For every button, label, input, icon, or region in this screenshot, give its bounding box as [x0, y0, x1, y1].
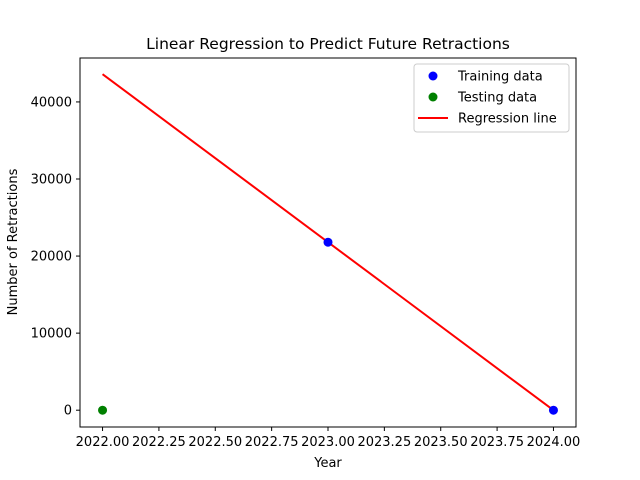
- y-tick-label: 20000: [31, 250, 72, 265]
- x-tick-label: 2022.75: [245, 435, 299, 450]
- legend: Training data Testing data Regression line: [413, 63, 570, 133]
- x-tick-label: 2024.00: [527, 435, 581, 450]
- x-tick-label: 2022.50: [188, 435, 242, 450]
- x-axis-label: Year: [313, 456, 342, 471]
- x-tick-label: 2022.25: [132, 435, 186, 450]
- x-tick-label: 2023.00: [301, 435, 355, 450]
- x-axis: 2022.00 2022.25 2022.50 2022.75 2023.00 2023.…: [76, 427, 581, 450]
- y-tick-label: 40000: [31, 95, 72, 110]
- testing-data-point: [98, 405, 108, 415]
- training-data-point: [323, 237, 333, 247]
- training-data-point: [548, 405, 558, 415]
- y-axis: 0 10000 20000 30000 40000: [31, 95, 80, 419]
- legend-label: Regression line: [458, 112, 557, 127]
- legend-frame: [413, 63, 570, 133]
- x-tick-label: 2023.75: [470, 435, 524, 450]
- y-tick-label: 30000: [31, 172, 72, 187]
- legend-label: Training data: [457, 70, 543, 85]
- chart-title: Linear Regression to Predict Future Retr…: [146, 35, 510, 53]
- x-tick-label: 2023.50: [414, 435, 468, 450]
- y-tick-label: 10000: [31, 327, 72, 342]
- legend-marker-swatch: [428, 71, 438, 81]
- chart-marks: [98, 73, 558, 415]
- legend-marker-swatch: [428, 92, 438, 102]
- y-tick-label: 0: [64, 404, 72, 419]
- legend-label: Testing data: [457, 91, 537, 106]
- x-tick-label: 2023.25: [357, 435, 411, 450]
- x-tick-label: 2022.00: [76, 435, 130, 450]
- y-axis-label: Number of Retractions: [6, 168, 21, 315]
